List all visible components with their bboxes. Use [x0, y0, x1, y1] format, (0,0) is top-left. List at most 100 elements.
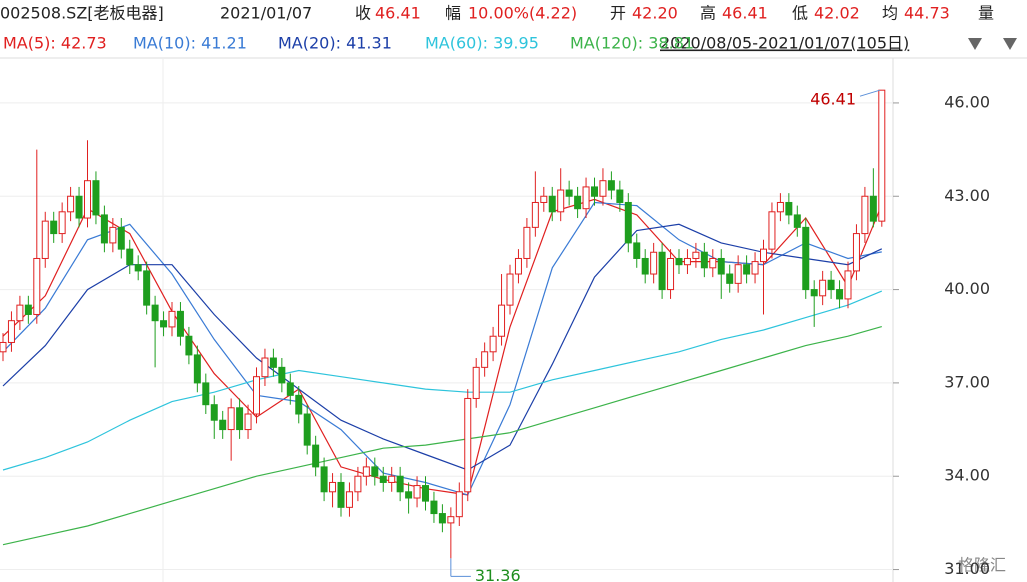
candle-body [481, 351, 489, 368]
candle-body [734, 264, 742, 284]
candle-body [143, 270, 151, 306]
candle-body [33, 257, 41, 315]
header-item: 002508.SZ[老板电器] [0, 4, 164, 23]
candle-body [58, 211, 66, 235]
y-tick-label: 43.00 [944, 186, 990, 205]
candle-body [836, 289, 844, 300]
candle-body [362, 466, 370, 477]
candle-body [7, 320, 15, 343]
candle-body [295, 394, 303, 415]
candle-body [489, 335, 497, 353]
candle-body [819, 279, 827, 297]
candle-body [557, 189, 565, 213]
candle-body [354, 475, 362, 493]
y-tick-label: 37.00 [944, 372, 990, 391]
candle-body [134, 264, 142, 272]
candle-body [861, 195, 869, 235]
header-item: 高 [700, 4, 716, 23]
candle-body [472, 366, 480, 399]
candle-body [176, 310, 184, 337]
candle-body [574, 195, 582, 210]
header-item: 42.20 [632, 4, 678, 23]
candle-body [396, 475, 404, 493]
legend-entry: MA(120): 38.81 [570, 34, 694, 53]
candle-body [827, 279, 835, 291]
candle-body [261, 357, 269, 378]
candle-body [785, 201, 793, 216]
candle-body [802, 226, 810, 291]
y-tick-label: 40.00 [944, 279, 990, 298]
candle-body [219, 419, 227, 431]
candle-body [379, 475, 387, 483]
candle-body [582, 186, 590, 210]
header-item: 量 [978, 4, 994, 23]
candle-body [540, 195, 548, 203]
legend-entry: MA(20): 41.31 [278, 34, 392, 53]
candle-body [700, 251, 708, 269]
candle-body [650, 251, 658, 275]
candle-body [760, 248, 767, 263]
candle-body [591, 186, 598, 197]
candle-body [683, 257, 691, 266]
annotation-arrow [859, 89, 880, 97]
candle-body [751, 261, 759, 275]
legend-entry: MA(5): 42.73 [3, 34, 107, 53]
annotation: 31.36 [475, 566, 521, 582]
candle-body [210, 404, 218, 421]
dropdown-icon[interactable] [968, 38, 982, 50]
header-item: 幅 [445, 4, 461, 23]
candle-body [616, 189, 624, 203]
candle-body [41, 220, 49, 259]
candle-body [675, 257, 683, 266]
candle-body [565, 189, 573, 197]
candle-body [506, 273, 514, 306]
header-item: 42.02 [814, 4, 860, 23]
ma-line [2, 290, 883, 471]
candle-body [320, 466, 328, 493]
candle-body [312, 444, 320, 468]
header-item: 46.41 [375, 4, 421, 23]
candle-body [109, 226, 117, 244]
candle-body [50, 220, 58, 235]
candle-body [388, 475, 396, 483]
candle-body [269, 357, 277, 368]
header-item: 10.00%(4.22) [468, 4, 577, 23]
annotation: 46.41 [810, 90, 856, 109]
candle-body [227, 407, 235, 431]
candle-body [624, 201, 632, 244]
candle-body [658, 251, 666, 291]
candle-body [717, 257, 725, 275]
candle-body [278, 366, 286, 384]
candle-body [869, 195, 877, 222]
date-range[interactable]: 2020/08/05-2021/01/07(105日) [660, 34, 909, 53]
candle-body [193, 354, 201, 384]
candle-body [413, 485, 421, 499]
candle-body [768, 211, 776, 250]
dropdown-icon[interactable] [1003, 38, 1017, 50]
candle-body [16, 304, 24, 322]
candle-body [160, 320, 168, 328]
candle-body [464, 397, 472, 493]
candle-body [168, 310, 176, 328]
candle-body [236, 407, 244, 431]
candle-body [667, 257, 675, 291]
y-tick-label: 31.00 [944, 559, 990, 578]
header-item: 均 [882, 4, 898, 23]
candle-body [75, 195, 83, 219]
candle-body [0, 341, 7, 353]
candle-body [852, 233, 860, 272]
candle-body [641, 257, 649, 275]
header-item: 开 [610, 4, 626, 23]
candle-body [447, 516, 455, 524]
ma-line [2, 223, 883, 471]
candle-body [430, 500, 438, 515]
ma-line [2, 201, 882, 496]
watermark: 格隆汇 [958, 556, 1006, 575]
candle-body [726, 273, 734, 284]
candle-body [514, 257, 522, 275]
candle-body [531, 201, 539, 228]
candle-body [776, 201, 784, 213]
legend-entry: MA(60): 39.95 [425, 34, 539, 53]
header-item: 低 [792, 4, 808, 23]
